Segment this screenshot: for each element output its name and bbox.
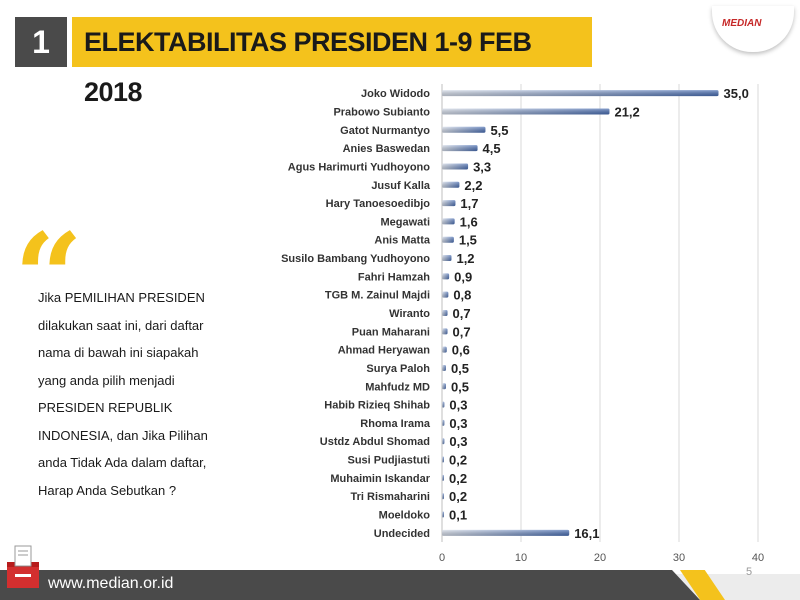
bar-shade	[442, 401, 445, 408]
bar-shade	[442, 163, 469, 170]
quote-mark-icon: “	[14, 207, 84, 348]
value-label: 35,0	[724, 86, 749, 101]
value-label: 3,3	[473, 159, 491, 174]
category-label: Gatot Nurmantyo	[340, 125, 430, 137]
value-label: 0,5	[451, 361, 469, 376]
question-line: Jika PEMILIHAN PRESIDEN	[38, 290, 205, 305]
question-text: Jika PEMILIHAN PRESIDEN dilakukan saat i…	[38, 284, 248, 504]
value-label: 0,8	[453, 288, 471, 303]
category-label: Puan Maharani	[352, 326, 430, 338]
category-label: Megawati	[380, 216, 430, 228]
value-label: 5,5	[490, 123, 508, 138]
x-tick-label: 40	[752, 552, 764, 564]
category-label: Wiranto	[389, 308, 430, 320]
question-line: nama di bawah ini siapakah	[38, 345, 199, 360]
slide-title: ELEKTABILITAS PRESIDEN 1-9 FEB 2018	[72, 17, 592, 107]
value-label: 1,6	[460, 214, 478, 229]
bar-shade	[442, 200, 456, 207]
question-line: yang anda pilih menjadi	[38, 372, 175, 388]
bar-shade	[442, 328, 448, 335]
category-label: Fahri Hamzah	[358, 271, 430, 283]
category-label: Undecided	[374, 528, 430, 540]
bar-shade	[442, 218, 455, 225]
value-label: 0,3	[449, 416, 467, 431]
bar-shade	[442, 511, 444, 518]
bar-shade	[442, 181, 460, 188]
value-label: 0,2	[449, 489, 467, 504]
value-label: 0,2	[449, 471, 467, 486]
value-label: 0,7	[453, 306, 471, 321]
bar-shade	[442, 108, 610, 115]
value-label: 0,1	[449, 508, 467, 523]
category-label: Hary Tanoesoedibjo	[326, 198, 431, 210]
question-line: PRESIDEN REPUBLIK	[38, 400, 173, 415]
category-label: Agus Harimurti Yudhoyono	[288, 161, 430, 173]
value-label: 1,2	[456, 251, 474, 266]
value-label: 0,9	[454, 269, 472, 284]
footer-bar	[0, 570, 700, 600]
category-label: Rhoma Irama	[360, 418, 431, 430]
value-label: 0,3	[449, 434, 467, 449]
category-label: Moeldoko	[379, 510, 431, 522]
value-label: 1,5	[459, 233, 477, 248]
value-label: 16,1	[574, 526, 599, 541]
x-tick-label: 30	[673, 552, 685, 564]
bar-shade	[442, 291, 449, 298]
value-label: 1,7	[460, 196, 478, 211]
value-label: 0,7	[453, 324, 471, 339]
x-tick-label: 10	[515, 552, 527, 564]
category-label: Mahfudz MD	[365, 381, 430, 393]
category-label: Tri Rismaharini	[351, 491, 430, 503]
category-label: Joko Widodo	[361, 88, 430, 100]
x-tick-label: 0	[439, 552, 445, 564]
slide-number: 1	[15, 17, 67, 67]
category-label: Susilo Bambang Yudhoyono	[281, 253, 430, 265]
bar-shade	[442, 529, 570, 536]
bar-shade	[442, 493, 444, 500]
bar-shade	[442, 90, 719, 97]
question-line: anda Tidak Ada dalam daftar,	[38, 455, 207, 470]
value-label: 21,2	[614, 104, 639, 119]
bar-shade	[442, 126, 486, 133]
value-label: 2,2	[464, 178, 482, 193]
bar-shade	[442, 419, 445, 426]
category-label: Prabowo Subianto	[333, 106, 430, 118]
value-label: 0,5	[451, 379, 469, 394]
category-label: Surya Paloh	[366, 363, 430, 375]
question-line: dilakukan saat ini, dari daftar	[38, 317, 204, 333]
category-label: Muhaimin Iskandar	[330, 473, 430, 485]
bar-shade	[442, 236, 454, 243]
category-label: Susi Pudjiastuti	[347, 455, 430, 467]
x-tick-label: 20	[594, 552, 606, 564]
bar-shade	[442, 273, 450, 280]
value-label: 0,3	[449, 398, 467, 413]
page-number: 5	[746, 566, 753, 578]
category-label: Ahmad Heryawan	[338, 345, 431, 357]
category-label: Habib Rizieq Shihab	[324, 400, 430, 412]
bar-shade	[442, 255, 452, 262]
bar-shade	[442, 383, 446, 390]
value-label: 0,6	[452, 343, 470, 358]
question-line: Harap Anda Sebutkan ?	[38, 482, 177, 498]
ballot-box-icon	[7, 545, 39, 588]
bar-shade	[442, 145, 478, 152]
category-label: Anies Baswedan	[343, 143, 431, 155]
bar-shade	[442, 456, 444, 463]
bar-shade	[442, 438, 445, 445]
category-label: TGB M. Zainul Majdi	[325, 290, 430, 302]
question-line: INDONESIA, dan Jika Pilihan	[38, 427, 208, 443]
bar-shade	[442, 310, 448, 316]
category-label: Ustdz Abdul Shomad	[320, 436, 430, 448]
logo-text: MEDIAN	[722, 18, 762, 29]
category-label: Jusuf Kalla	[371, 180, 431, 192]
footer-url[interactable]: www.median.or.id	[48, 575, 174, 592]
category-label: Anis Matta	[374, 235, 431, 247]
value-label: 4,5	[483, 141, 501, 156]
bar-shade	[442, 364, 446, 371]
value-label: 0,2	[449, 453, 467, 468]
bar-shade	[442, 346, 447, 353]
bar-shade	[442, 474, 444, 481]
